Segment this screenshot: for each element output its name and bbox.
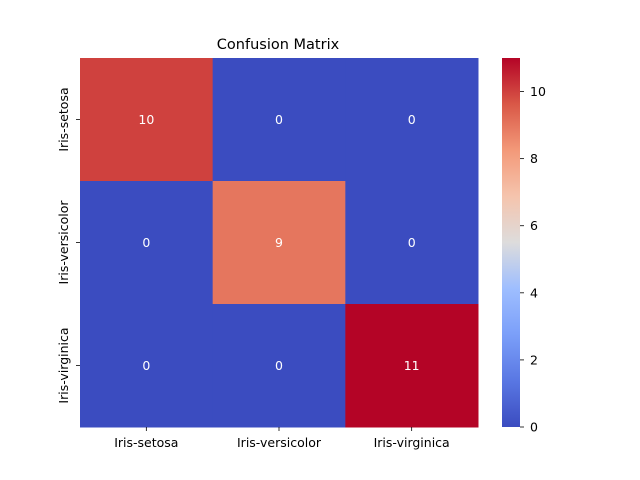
cell-value-2-2: 11 xyxy=(404,358,420,373)
cell-value-0-0: 10 xyxy=(138,112,154,127)
cell-value-0-1: 0 xyxy=(275,112,283,127)
colorbar-ticks: 0 2 4 6 8 10 xyxy=(520,84,546,435)
colorbar-tick-label-1: 2 xyxy=(530,352,538,367)
heatmap-cell-0-2 xyxy=(345,58,479,182)
x-tick-label-0: Iris-setosa xyxy=(114,435,178,450)
heatmap-cell-1-1 xyxy=(212,181,346,305)
colorbar: 0 2 4 6 8 10 xyxy=(502,58,546,435)
colorbar-gradient xyxy=(502,58,520,427)
colorbar-tick-label-4: 8 xyxy=(530,151,538,166)
x-tick-label-2: Iris-virginica xyxy=(374,435,450,450)
colorbar-tick-label-5: 10 xyxy=(530,84,546,99)
colorbar-tick-label-2: 4 xyxy=(530,285,538,300)
colorbar-tick-label-3: 6 xyxy=(530,218,538,233)
heatmap-cell-0-1 xyxy=(212,58,346,182)
heatmap-cells xyxy=(80,58,479,428)
y-axis: Iris-setosa Iris-versicolor Iris-virginica xyxy=(56,87,80,404)
cell-value-1-1: 9 xyxy=(275,235,283,250)
cell-value-0-2: 0 xyxy=(408,112,416,127)
y-tick-label-1: Iris-versicolor xyxy=(56,200,71,285)
cell-value-1-0: 0 xyxy=(142,235,150,250)
heatmap-cell-1-2 xyxy=(345,181,479,305)
chart-title: Confusion Matrix xyxy=(217,37,340,53)
cell-value-1-2: 0 xyxy=(408,235,416,250)
x-tick-label-1: Iris-versicolor xyxy=(237,435,322,450)
colorbar-tick-label-0: 0 xyxy=(530,420,538,435)
cell-value-2-0: 0 xyxy=(142,358,150,373)
cell-value-2-1: 0 xyxy=(275,358,283,373)
y-tick-label-0: Iris-setosa xyxy=(56,87,71,151)
heatmap-cell-2-0 xyxy=(80,304,214,428)
y-tick-label-2: Iris-virginica xyxy=(56,327,71,403)
cell-annotations: 10 0 0 0 9 0 0 0 11 xyxy=(138,112,419,373)
heatmap-cell-0-0 xyxy=(80,58,214,182)
heatmap-cell-1-0 xyxy=(80,181,214,305)
heatmap-cell-2-1 xyxy=(212,304,346,428)
heatmap-cell-2-2 xyxy=(345,304,479,428)
x-axis: Iris-setosa Iris-versicolor Iris-virginica xyxy=(114,427,450,450)
